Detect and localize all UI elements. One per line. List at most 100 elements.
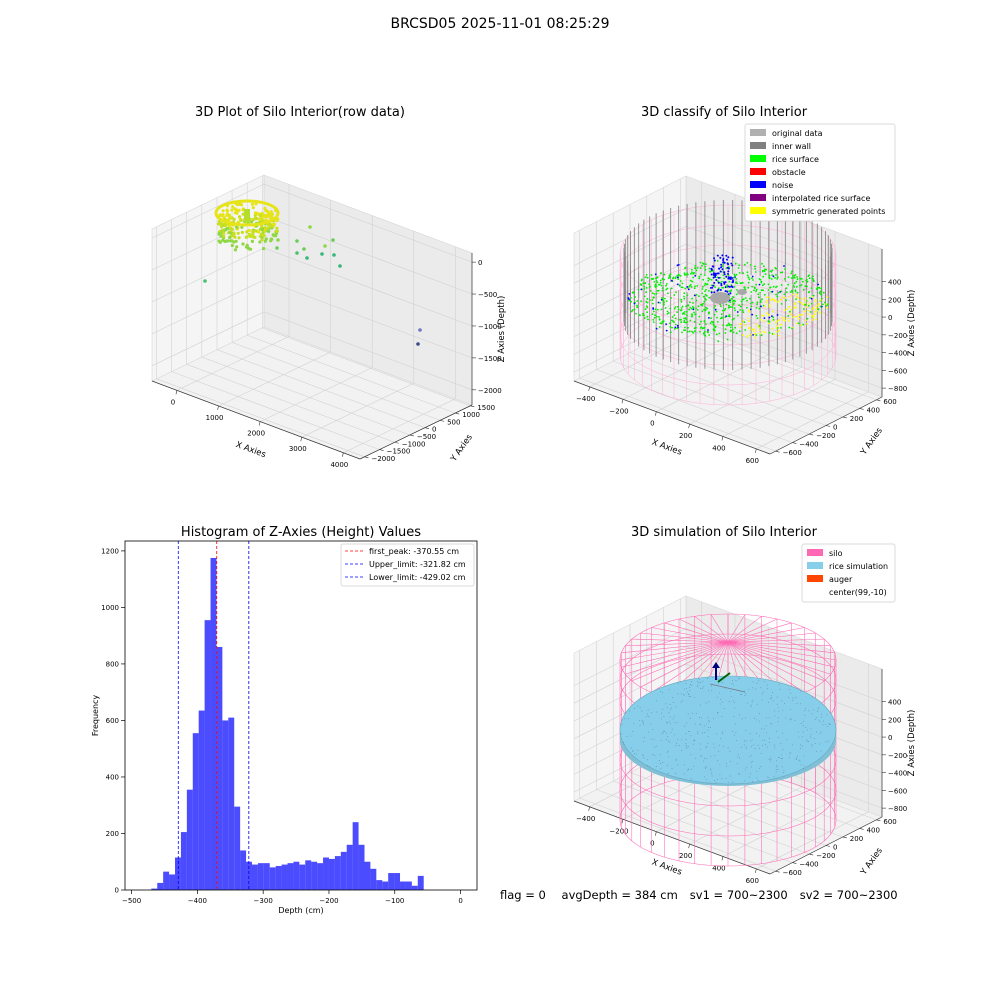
surface-point: [740, 300, 743, 303]
mesh-point: [756, 719, 758, 721]
surface-point: [690, 286, 693, 288]
x-tick-label: 0: [650, 420, 654, 428]
mesh-point: [642, 721, 644, 723]
data-point: [241, 208, 245, 212]
surface-point: [643, 288, 646, 290]
mesh-point: [662, 732, 664, 734]
mesh-point: [776, 703, 778, 705]
surface-point: [718, 287, 720, 289]
surface-point: [766, 299, 769, 302]
surface-point: [747, 327, 750, 330]
surface-point: [643, 295, 646, 298]
mesh-point: [762, 745, 764, 747]
surface-point: [770, 278, 773, 280]
surface-point: [655, 292, 658, 295]
surface-point: [695, 299, 698, 302]
y-tick-label: 0: [833, 844, 837, 852]
surface-point: [807, 309, 810, 312]
surface-point: [718, 332, 721, 335]
surface-point: [706, 307, 709, 310]
mesh-point: [685, 744, 687, 746]
mesh-point: [703, 776, 705, 778]
mesh-point: [685, 739, 687, 740]
x-tick-label: 400: [712, 444, 725, 452]
legend-swatch: [750, 207, 766, 214]
x-tick: [300, 437, 303, 442]
surface-point: [758, 326, 760, 329]
y-tick-label: 200: [850, 835, 863, 843]
surface-point: [702, 295, 705, 298]
surface-point: [686, 272, 689, 275]
data-point: [255, 211, 259, 215]
surface-point: [666, 310, 669, 313]
y-tick-label: −400: [799, 441, 818, 449]
z-tick-label: 0: [888, 314, 892, 322]
mesh-point: [786, 739, 788, 741]
mesh-point: [670, 707, 672, 709]
surface-point: [677, 278, 680, 281]
mesh-point: [705, 766, 707, 768]
wire-roof: [727, 618, 778, 643]
surface-point: [735, 278, 738, 280]
noise-point: [712, 284, 715, 287]
histogram-bar: [334, 856, 341, 890]
mesh-point: [663, 715, 665, 717]
data-point: [217, 239, 221, 243]
mesh-point: [733, 716, 735, 717]
mesh-point: [635, 753, 637, 755]
mesh-point: [811, 745, 813, 747]
histogram-bars: [151, 557, 424, 890]
surface-point: [802, 323, 805, 326]
surface-point: [694, 267, 696, 270]
surface-point: [723, 309, 726, 312]
noise-point: [727, 285, 730, 288]
noise-point: [720, 284, 723, 287]
surface-point: [654, 286, 657, 288]
y-axis-label: Y Axies: [448, 432, 475, 464]
mesh-point: [646, 759, 648, 761]
mesh-point: [633, 708, 635, 709]
mesh-point: [725, 777, 727, 779]
surface-point: [652, 321, 655, 323]
surface-point: [807, 304, 810, 307]
data-point: [261, 233, 265, 237]
z-tick-label: −400: [888, 770, 907, 778]
data-point: [230, 243, 234, 248]
y-tick: [792, 862, 797, 864]
x-tick: [342, 452, 344, 457]
surface-point: [826, 296, 829, 298]
status-line: flag = 0 avgDepth = 384 cm sv1 = 700~2300…: [500, 888, 960, 902]
surface-point: [790, 272, 793, 275]
surface-point: [693, 287, 696, 290]
surface-point: [676, 283, 679, 286]
surface-point: [661, 278, 664, 280]
mesh-point: [643, 737, 645, 738]
legend-swatch: [750, 142, 766, 149]
mesh-point: [653, 738, 655, 740]
mesh-point: [647, 709, 649, 711]
surface-point: [694, 265, 697, 267]
surface-point: [817, 308, 820, 310]
data-point: [251, 206, 255, 210]
surface-point: [768, 304, 771, 306]
mesh-point: [675, 772, 677, 774]
mesh-point: [686, 747, 688, 749]
surface-point: [746, 306, 748, 309]
surface-point: [645, 287, 648, 289]
mesh-point: [801, 745, 803, 747]
mesh-point: [671, 768, 673, 770]
data-point: [255, 217, 259, 221]
noise-point: [713, 291, 716, 294]
surface-point: [666, 287, 669, 290]
noise-point: [714, 275, 717, 278]
legend-label: symmetric generated points: [772, 207, 885, 216]
surface-point: [653, 281, 656, 283]
surface-point: [808, 277, 811, 280]
surface-point: [658, 283, 661, 286]
grid-y: [579, 230, 776, 452]
y-tick-label: 200: [850, 415, 863, 423]
surface-point: [661, 320, 664, 323]
surface-point: [692, 308, 695, 311]
surface-point: [698, 277, 701, 280]
surface-point: [747, 286, 750, 289]
